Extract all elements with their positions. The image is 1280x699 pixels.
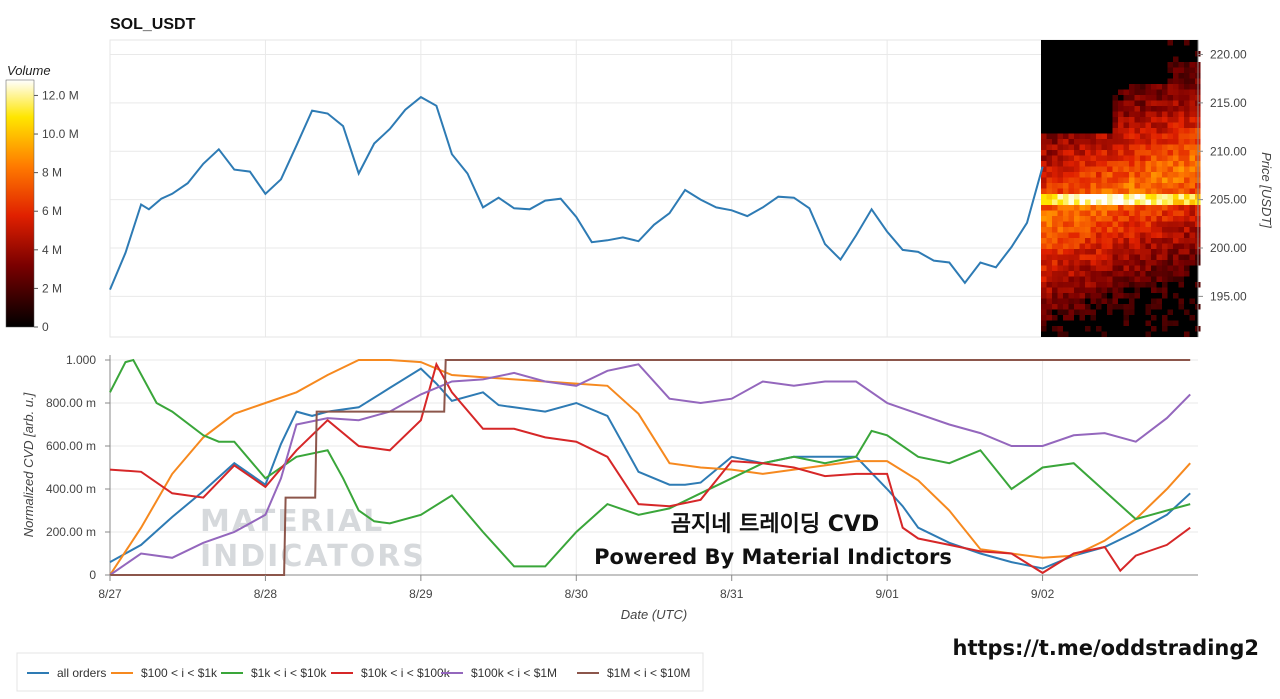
colorbar-tick-label: 10.0 M	[42, 127, 79, 141]
y-tick-label: 200.00 m	[46, 525, 96, 539]
x-tick-label: 8/29	[409, 587, 433, 601]
colorbar-tick-label: 2 M	[42, 281, 62, 295]
price-tick-label: 200.00	[1210, 241, 1247, 255]
y-tick-label: 1.000	[66, 353, 96, 367]
legend: all orders $100 < i < $1k $1k < i < $10k $1…	[27, 666, 690, 680]
price-axis-ticks: 195.00 200.00 205.00 210.00 215.00 220.00	[1198, 48, 1247, 303]
legend-item[interactable]: $100k < i < $1M	[471, 666, 557, 680]
x-tick-label: 9/02	[1031, 587, 1055, 601]
cvd-line-b10k_100k	[109, 361, 1191, 575]
price-tick-label: 210.00	[1210, 144, 1247, 158]
cvd-y-ticks: 0 200.00 m 400.00 m 600.00 m 800.00 m 1.000	[46, 353, 110, 582]
price-tick-label: 215.00	[1210, 96, 1247, 110]
watermark-indicators: INDICATORS	[200, 539, 426, 574]
legend-item[interactable]: all orders	[57, 666, 106, 680]
cvd-x-axis-label: Date (UTC)	[621, 607, 687, 622]
x-tick-label: 8/30	[565, 587, 589, 601]
x-tick-label: 8/27	[98, 587, 122, 601]
legend-item[interactable]: $10k < i < $100k	[361, 666, 451, 680]
x-tick-label: 8/28	[254, 587, 278, 601]
cvd-line-b100_1k	[109, 359, 1191, 576]
colorbar-tick-label: 12.0 M	[42, 88, 79, 102]
y-tick-label: 400.00 m	[46, 482, 96, 496]
telegram-link[interactable]: https://t.me/oddstrading2	[953, 636, 1260, 660]
cvd-line-b1k_10k	[109, 358, 1191, 568]
price-tick-label: 195.00	[1210, 289, 1247, 303]
cvd-line-b100k_1m	[109, 363, 1191, 576]
colorbar	[5, 79, 35, 328]
colorbar-tick-label: 6 M	[42, 204, 62, 218]
colorbar-tick-label: 0	[42, 320, 49, 334]
x-tick-label: 8/31	[720, 587, 744, 601]
cvd-line-all_orders	[109, 367, 1191, 570]
cvd-series	[109, 358, 1191, 576]
cvd-x-ticks: 8/27 8/28 8/29 8/30 8/31 9/01 9/02	[98, 575, 1055, 601]
legend-item[interactable]: $100 < i < $1k	[141, 666, 218, 680]
price-plot-frame	[109, 39, 1199, 338]
colorbar-title: Volume	[7, 63, 51, 78]
price-tick-label: 220.00	[1210, 48, 1247, 62]
price-line	[109, 95, 1044, 290]
chart-title: SOL_USDT	[110, 16, 196, 33]
colorbar-tick-label: 4 M	[42, 243, 62, 257]
x-tick-label: 9/01	[875, 587, 899, 601]
price-plot-grid	[110, 40, 1198, 337]
y-tick-label: 800.00 m	[46, 396, 96, 410]
cvd-y-axis-label: Normalized CVD [arb. u.]	[21, 392, 36, 537]
colorbar-ticks: 0 2 M 4 M 6 M 8 M 10.0 M 12.0 M	[34, 88, 79, 334]
legend-item[interactable]: $1k < i < $10k	[251, 666, 327, 680]
cvd-line-b1m_10m	[110, 359, 1191, 576]
price-tick-label: 205.00	[1210, 193, 1247, 207]
price-axis-label: Price [USDT]	[1259, 152, 1274, 228]
legend-item[interactable]: $1M < i < $10M	[607, 666, 690, 680]
y-tick-label: 0	[89, 568, 96, 582]
overlay-title: 곰지네 트레이딩 CVD	[671, 512, 879, 537]
overlay-subtitle: Powered By Material Indictors	[594, 545, 952, 569]
y-tick-label: 600.00 m	[46, 439, 96, 453]
colorbar-tick-label: 8 M	[42, 166, 62, 180]
volume-heatmap	[1041, 40, 1201, 337]
